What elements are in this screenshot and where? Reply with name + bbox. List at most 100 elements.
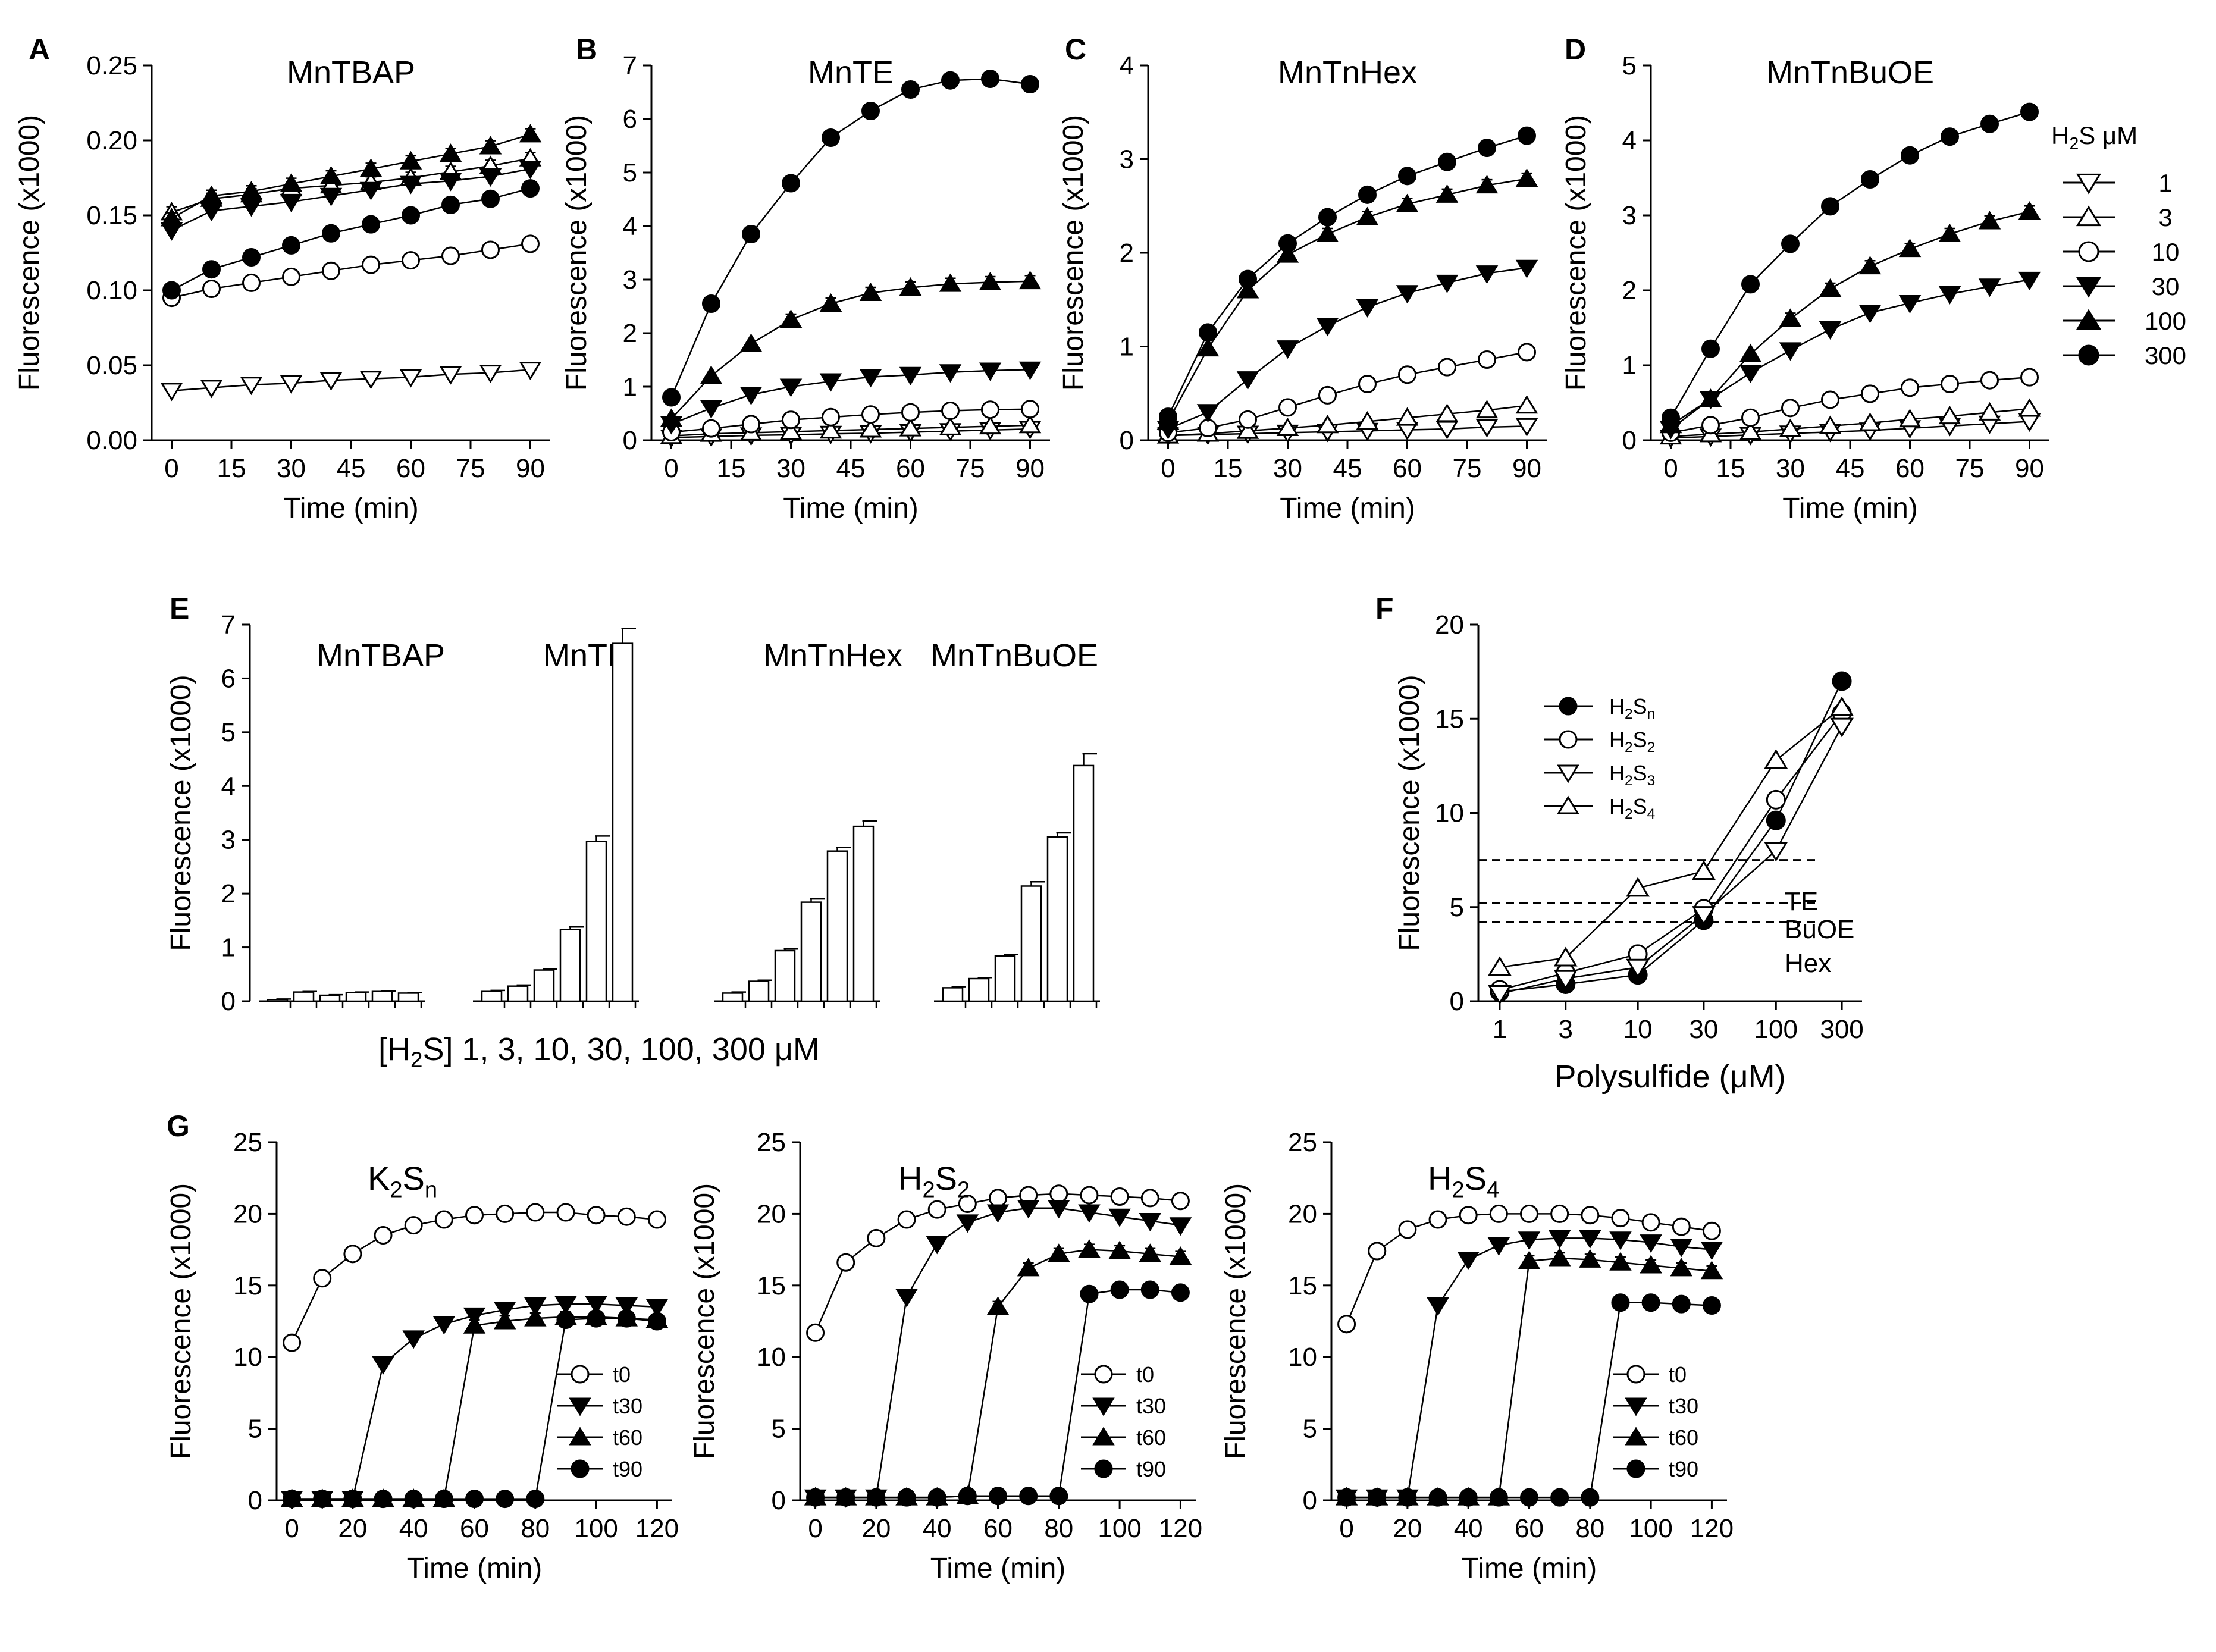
x-tick-label: 90 bbox=[516, 454, 545, 483]
data-point-t90 bbox=[1368, 1488, 1387, 1507]
data-point-10 bbox=[1741, 408, 1760, 427]
data-point-30 bbox=[1475, 265, 1499, 284]
series-line-10 bbox=[171, 243, 531, 299]
data-point-t90 bbox=[897, 1488, 916, 1507]
legend-label-part: H bbox=[1609, 728, 1625, 752]
x-tick-label: 40 bbox=[1454, 1514, 1483, 1543]
data-point-30 bbox=[700, 400, 723, 419]
data-point-t0 bbox=[897, 1210, 916, 1229]
series-line-100 bbox=[1670, 211, 2030, 426]
x-tick-label: 300 bbox=[1820, 1015, 1863, 1044]
data-point-100 bbox=[280, 173, 303, 192]
data-point-300 bbox=[822, 128, 840, 147]
bar-MnTE-10 bbox=[533, 969, 555, 1002]
y-tick-label: 3 bbox=[1120, 145, 1134, 174]
bar-MnTnBuOE-300 bbox=[1073, 764, 1095, 1002]
legend-marker bbox=[2078, 241, 2099, 262]
data-point-t0 bbox=[647, 1210, 666, 1229]
legend-marker bbox=[1557, 795, 1579, 814]
panel-title-part: 2 bbox=[922, 1177, 935, 1202]
data-point-t0 bbox=[434, 1210, 453, 1229]
data-point-t30 bbox=[1169, 1217, 1192, 1236]
panel-letter: F bbox=[1375, 592, 1394, 625]
y-tick-label: 20 bbox=[757, 1199, 786, 1228]
data-point-1 bbox=[240, 377, 263, 396]
y-tick-label: 5 bbox=[1450, 893, 1464, 922]
series-line-300 bbox=[1670, 111, 2030, 418]
series-line-30 bbox=[1670, 279, 2030, 430]
panel-title: MnTE bbox=[808, 55, 894, 90]
x-tick-label: 100 bbox=[1629, 1514, 1672, 1543]
data-point-100 bbox=[1316, 223, 1339, 242]
data-point-100 bbox=[819, 293, 842, 312]
series-line-100 bbox=[1167, 178, 1527, 422]
legend-label: t90 bbox=[1136, 1457, 1166, 1481]
data-point-t0 bbox=[1550, 1204, 1569, 1223]
data-point-100 bbox=[1475, 175, 1499, 194]
legend-marker bbox=[571, 1365, 590, 1384]
legend-marker bbox=[1559, 697, 1578, 716]
data-point-t90 bbox=[617, 1309, 636, 1328]
y-tick-label: 0 bbox=[221, 987, 236, 1016]
series-line-30 bbox=[171, 168, 531, 231]
legend-label: H2S3 bbox=[1609, 761, 1655, 789]
data-point-t90 bbox=[1428, 1488, 1447, 1507]
data-point-300 bbox=[2020, 102, 2039, 121]
data-point-t0 bbox=[587, 1206, 606, 1225]
x-tick-label: 100 bbox=[574, 1514, 618, 1543]
series-line-30 bbox=[671, 368, 1030, 425]
legend-marker bbox=[1626, 1365, 1645, 1384]
data-point-1 bbox=[319, 372, 343, 391]
panel-title-part: S bbox=[403, 1159, 425, 1197]
data-point-100 bbox=[1858, 256, 1882, 275]
y-tick-label: 3 bbox=[221, 826, 236, 855]
data-point-t90 bbox=[1171, 1283, 1190, 1302]
panel-letter: G bbox=[167, 1109, 190, 1143]
y-tick-label: 15 bbox=[1435, 704, 1464, 733]
data-point-30 bbox=[519, 161, 542, 180]
data-point-30 bbox=[1196, 404, 1220, 423]
y-tick-label: 0.00 bbox=[86, 426, 137, 455]
data-point-t30 bbox=[1670, 1239, 1693, 1258]
data-point-3 bbox=[1396, 407, 1419, 426]
bar-MnTE-1 bbox=[481, 990, 503, 1002]
data-point-t30 bbox=[372, 1356, 394, 1375]
legend-label-part: 3 bbox=[1647, 773, 1656, 789]
data-point-t90 bbox=[1641, 1293, 1660, 1312]
panel-title: H2S2 bbox=[898, 1159, 970, 1202]
legend-label: t0 bbox=[1136, 1362, 1154, 1387]
legend-marker bbox=[2078, 344, 2099, 366]
data-point-t30 bbox=[1457, 1251, 1480, 1270]
data-point-H2S4 bbox=[1626, 877, 1650, 897]
panel-title: MnTnBuOE bbox=[1766, 55, 1934, 90]
data-point-t60 bbox=[1108, 1240, 1131, 1259]
data-point-t60 bbox=[1169, 1246, 1192, 1265]
data-point-100 bbox=[519, 124, 542, 143]
series-line-1 bbox=[1168, 425, 1527, 437]
data-point-300 bbox=[1941, 127, 1959, 146]
data-point-300 bbox=[1861, 170, 1879, 189]
data-point-10 bbox=[1398, 365, 1416, 384]
data-point-t30 bbox=[926, 1236, 948, 1255]
legend-label: t0 bbox=[1669, 1362, 1687, 1387]
y-axis-label: Fluorescence (x1000) bbox=[165, 675, 197, 951]
data-point-t30 bbox=[956, 1214, 979, 1233]
data-point-t90 bbox=[1520, 1488, 1538, 1507]
x-tick-label: 75 bbox=[456, 454, 485, 483]
data-point-300 bbox=[362, 215, 380, 234]
x-tick-label: 120 bbox=[1690, 1514, 1734, 1543]
y-tick-label: 25 bbox=[757, 1128, 786, 1157]
data-point-t90 bbox=[283, 1490, 302, 1509]
data-point-300 bbox=[901, 80, 920, 99]
data-point-100 bbox=[359, 158, 383, 177]
data-point-10 bbox=[2020, 368, 2039, 387]
data-point-3 bbox=[1316, 415, 1339, 434]
y-tick-label: 15 bbox=[1288, 1271, 1317, 1300]
panel-C: 0 1 2 3 4 0 15 30 45 60 75 90 Time (min) Fluorescence… bbox=[1058, 33, 1547, 524]
data-point-300 bbox=[242, 248, 261, 267]
data-point-30 bbox=[1316, 318, 1339, 337]
data-point-30 bbox=[819, 373, 842, 392]
data-point-H2Sn bbox=[1832, 671, 1852, 691]
y-tick-label: 10 bbox=[1435, 799, 1464, 828]
data-point-100 bbox=[739, 333, 763, 352]
